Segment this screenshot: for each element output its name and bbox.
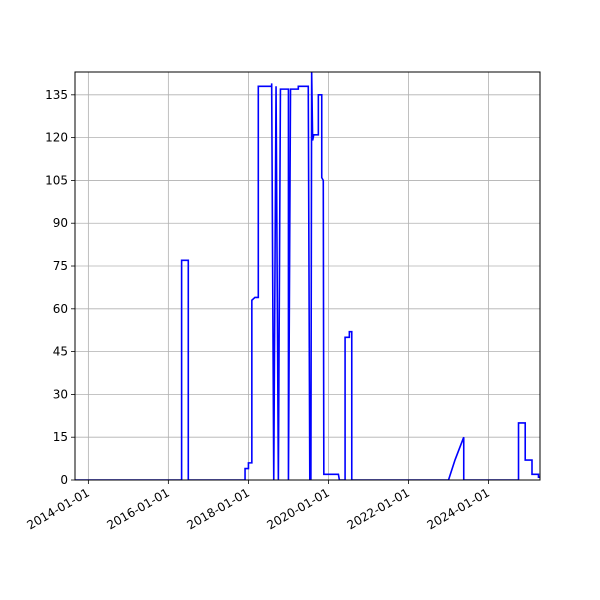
y-tick-label: 120 (45, 131, 68, 145)
axes-frame (74, 71, 541, 481)
y-tick-label: 75 (53, 259, 68, 273)
y-tick-label: 30 (53, 387, 68, 401)
y-tick-label: 135 (45, 88, 68, 102)
y-tick-label: 45 (53, 345, 68, 359)
y-tick-label: 105 (45, 173, 68, 187)
y-tick-label: 0 (60, 473, 68, 487)
series-layer (75, 72, 540, 480)
grid (75, 72, 540, 481)
y-tick-label: 60 (53, 302, 68, 316)
y-tick-label: 90 (53, 216, 68, 230)
y-tick-label: 15 (53, 430, 68, 444)
series-line (75, 72, 540, 480)
